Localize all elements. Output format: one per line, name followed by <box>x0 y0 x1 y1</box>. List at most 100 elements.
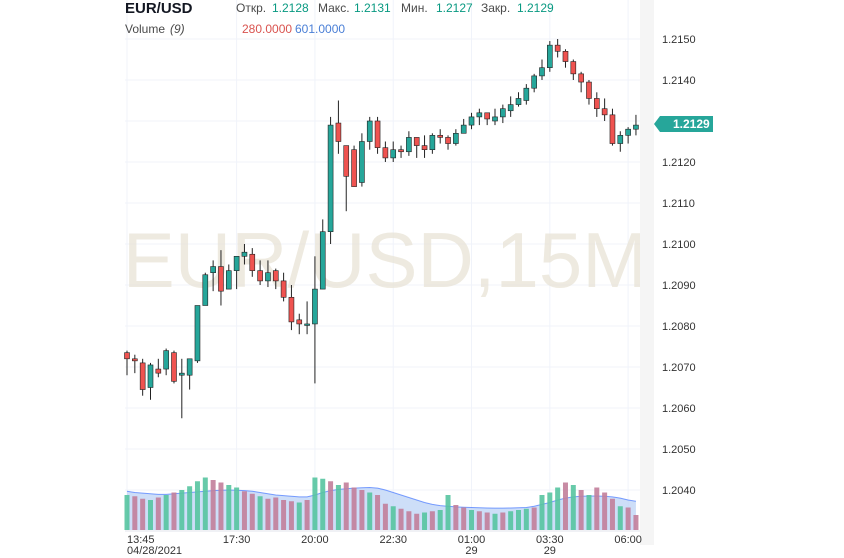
candle[interactable] <box>578 71 584 93</box>
x-tick-label: 17:30 <box>223 534 251 546</box>
candle[interactable] <box>241 244 248 265</box>
candle[interactable] <box>233 255 240 290</box>
volume-bar <box>328 481 334 530</box>
candle[interactable] <box>351 145 357 187</box>
candle-body <box>398 149 404 153</box>
candle[interactable] <box>492 108 498 126</box>
candle[interactable] <box>179 358 185 419</box>
candle[interactable] <box>523 84 530 105</box>
y-tick-label: 1.2110 <box>662 198 695 210</box>
candle[interactable] <box>539 59 545 81</box>
candle-body <box>202 274 209 306</box>
candle[interactable] <box>335 100 342 154</box>
candle[interactable] <box>163 348 169 376</box>
candle[interactable] <box>500 104 506 124</box>
candle-body <box>515 98 522 105</box>
candle[interactable] <box>468 112 475 130</box>
volume-bar <box>492 513 498 530</box>
candle[interactable] <box>593 92 600 117</box>
candle[interactable] <box>296 313 303 335</box>
candle-body <box>288 296 295 323</box>
candle[interactable] <box>194 305 201 363</box>
x-tick-label: 20:00 <box>301 534 329 546</box>
volume-bar <box>398 508 404 530</box>
volume-bar <box>194 481 200 530</box>
candle[interactable] <box>171 350 177 384</box>
candle[interactable] <box>366 116 373 150</box>
candle[interactable] <box>484 112 490 126</box>
candle[interactable] <box>312 256 318 384</box>
candle-body <box>500 108 506 118</box>
candle[interactable] <box>460 118 467 134</box>
volume-bar <box>422 512 428 530</box>
candle[interactable] <box>147 362 154 400</box>
candle[interactable] <box>249 248 256 277</box>
candle[interactable] <box>570 59 577 81</box>
candle[interactable] <box>319 219 326 290</box>
x-tick-label: 03:30 <box>536 534 564 546</box>
candle[interactable] <box>304 301 310 335</box>
candle[interactable] <box>601 98 608 121</box>
candle[interactable] <box>437 129 444 144</box>
volume-value-1: 280.0000 <box>242 22 292 36</box>
candle[interactable] <box>374 116 381 154</box>
candle[interactable] <box>617 131 624 152</box>
volume-bar <box>210 480 216 530</box>
volume-bar <box>218 482 224 530</box>
candle[interactable] <box>343 145 350 212</box>
last-price-label: 1.2129 <box>673 117 710 131</box>
candle-body <box>124 352 130 360</box>
candle[interactable] <box>327 116 334 244</box>
candle[interactable] <box>202 272 209 306</box>
candles[interactable] <box>124 39 639 419</box>
candle[interactable] <box>359 133 365 187</box>
candle[interactable] <box>272 268 279 290</box>
candle[interactable] <box>390 141 397 163</box>
candle[interactable] <box>547 41 553 72</box>
candle[interactable] <box>531 73 537 93</box>
candle-body <box>453 133 459 144</box>
candle[interactable] <box>421 135 428 158</box>
candle[interactable] <box>218 250 224 306</box>
candle[interactable] <box>554 39 561 58</box>
candle[interactable] <box>265 260 271 288</box>
volume-bar <box>335 485 341 530</box>
candle[interactable] <box>132 354 138 374</box>
candle[interactable] <box>429 133 436 154</box>
volume-value-2: 601.0000 <box>295 22 345 36</box>
candle[interactable] <box>609 108 616 146</box>
candle[interactable] <box>406 131 412 156</box>
candle[interactable] <box>155 358 162 378</box>
candle[interactable] <box>139 358 146 396</box>
open-label: Откр. <box>236 1 266 15</box>
volume-bar <box>288 501 294 530</box>
candle-body <box>617 135 624 144</box>
candle[interactable] <box>586 80 592 105</box>
candle[interactable] <box>413 137 420 158</box>
candle[interactable] <box>382 141 389 163</box>
candle[interactable] <box>515 92 522 107</box>
candle[interactable] <box>445 135 451 150</box>
volume-bar <box>461 507 467 530</box>
volume-bar <box>343 482 349 530</box>
volume-bar <box>257 496 263 530</box>
candle[interactable] <box>562 49 569 68</box>
candle[interactable] <box>398 145 404 158</box>
candle[interactable] <box>453 129 459 146</box>
candle[interactable] <box>186 358 193 390</box>
volume-bar <box>586 495 592 530</box>
candle[interactable] <box>288 285 295 331</box>
candle[interactable] <box>124 350 130 376</box>
volume-bar <box>147 500 153 530</box>
candle[interactable] <box>633 114 639 136</box>
candle[interactable] <box>257 260 263 285</box>
candle[interactable] <box>625 127 631 144</box>
candle[interactable] <box>225 264 232 290</box>
candle[interactable] <box>280 272 287 302</box>
volume-bar <box>375 495 381 530</box>
candle[interactable] <box>476 108 483 126</box>
candle[interactable] <box>210 260 216 292</box>
candle[interactable] <box>507 96 514 117</box>
